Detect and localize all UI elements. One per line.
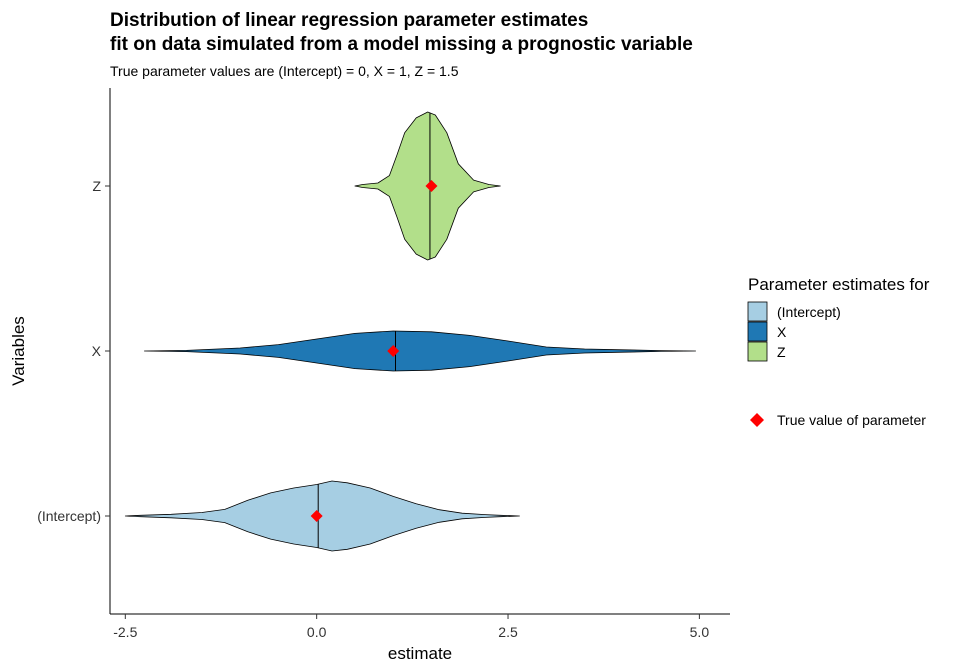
chart-title-line2: fit on data simulated from a model missi…	[110, 34, 693, 55]
violin-x	[144, 330, 696, 372]
chart-subtitle: True parameter values are (Intercept) = …	[110, 63, 459, 79]
y-ticks: (Intercept) X Z	[37, 178, 110, 524]
y-tick-label-z: Z	[92, 178, 101, 194]
x-axis-label: estimate	[388, 644, 452, 663]
true-value-point-intercept	[310, 510, 323, 522]
y-tick-label-x: X	[92, 343, 102, 359]
violins-layer	[124, 111, 696, 552]
legend-swatch-x	[747, 321, 768, 342]
legend-label-x: X	[777, 324, 787, 340]
true-value-points-layer	[310, 180, 438, 522]
legend-true-value-marker	[750, 413, 764, 427]
legend-title: Parameter estimates for	[748, 275, 930, 294]
x-tick-label: -2.5	[113, 624, 137, 640]
x-tick-label: 0.0	[307, 624, 327, 640]
true-value-point-z	[425, 180, 438, 192]
legend: Parameter estimates for (Intercept) XZ Tr…	[747, 275, 930, 428]
chart-title-line1: Distribution of linear regression parame…	[110, 10, 588, 31]
legend-label-z: Z	[777, 344, 786, 360]
y-tick-label-intercept: (Intercept)	[37, 508, 101, 524]
x-ticks: -2.5 0.0 2.5 5.0	[113, 614, 709, 640]
legend-true-value: True value of parameter	[750, 412, 926, 428]
y-axis-label: Variables	[9, 316, 28, 386]
legend-label-intercept: (Intercept)	[777, 304, 841, 320]
x-tick-label: 2.5	[498, 624, 518, 640]
legend-true-value-label: True value of parameter	[777, 412, 926, 428]
legend-items: (Intercept) XZ	[747, 301, 841, 362]
legend-swatch-intercept	[747, 301, 768, 322]
x-tick-label: 5.0	[690, 624, 710, 640]
true-value-point-x	[387, 345, 400, 357]
legend-swatch-z	[747, 341, 768, 362]
